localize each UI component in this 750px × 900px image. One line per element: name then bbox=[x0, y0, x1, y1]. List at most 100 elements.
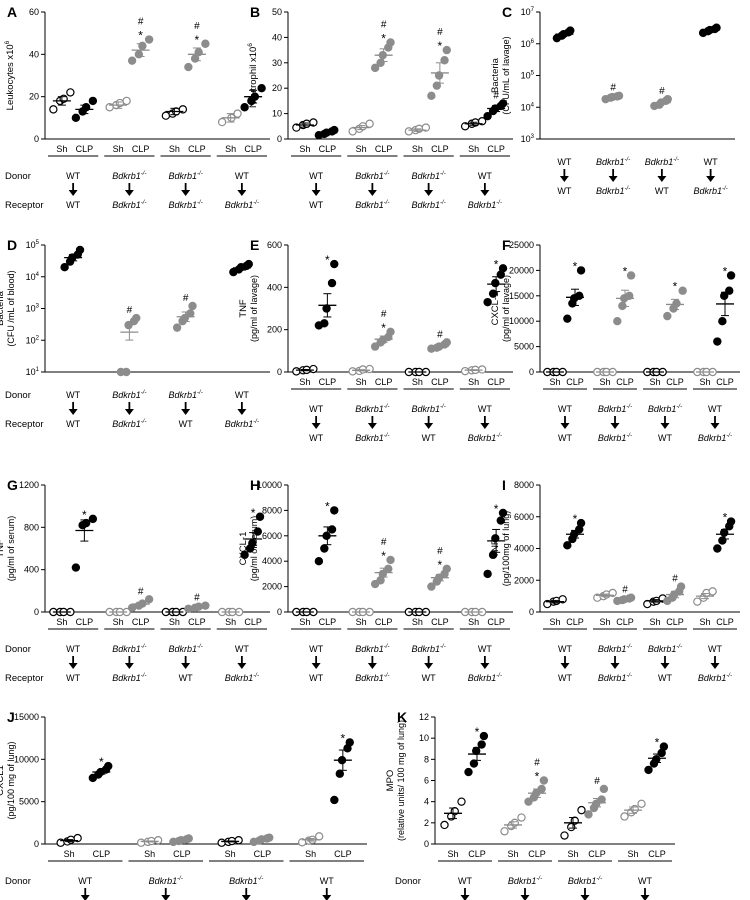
data-group bbox=[643, 594, 667, 609]
data-point bbox=[320, 319, 329, 328]
data-group: *# bbox=[370, 309, 395, 351]
data-group: *# bbox=[427, 27, 451, 101]
clp-label: CLP bbox=[487, 377, 505, 387]
significance-hash: # bbox=[534, 758, 540, 769]
group-label-bdkrb1: Bdkrb1-/- bbox=[355, 644, 389, 654]
group-label-bdkrb1: Bdkrb1-/- bbox=[112, 200, 146, 210]
significance-star: * bbox=[655, 736, 660, 750]
group-label-bdkrb1: Bdkrb1-/- bbox=[645, 157, 679, 167]
significance-star: * bbox=[573, 259, 578, 273]
bdkrb1-name: Bdkrb1 bbox=[355, 644, 384, 654]
y-tick-label: 30 bbox=[272, 58, 282, 68]
bdkrb1-name: Bdkrb1 bbox=[355, 171, 384, 181]
data-group: *# bbox=[524, 758, 549, 806]
group-label-wt: WT bbox=[309, 200, 323, 210]
y-tick-label: 20000 bbox=[509, 265, 534, 275]
clp-label: CLP bbox=[666, 377, 684, 387]
bdkrb1-superscript: -/- bbox=[676, 404, 682, 410]
group-label-wt: WT bbox=[708, 644, 722, 654]
bdkrb1-name: Bdkrb1 bbox=[645, 157, 674, 167]
panel-letter: D bbox=[7, 237, 17, 253]
data-point bbox=[66, 88, 75, 97]
tick-exponent: 1 bbox=[36, 367, 40, 373]
bdkrb1-name: Bdkrb1 bbox=[225, 673, 254, 683]
y-tick-label: 104 bbox=[26, 272, 40, 282]
significance-star: * bbox=[723, 264, 728, 278]
data-point bbox=[71, 113, 81, 123]
group-label-bdkrb1: Bdkrb1-/- bbox=[169, 644, 203, 654]
significance-star: * bbox=[438, 558, 443, 572]
group-label-bdkrb1: Bdkrb1-/- bbox=[229, 876, 263, 886]
data-point bbox=[376, 58, 385, 68]
data-point bbox=[370, 342, 380, 351]
sham-label: Sh bbox=[699, 377, 710, 387]
data-group bbox=[217, 607, 244, 617]
y-tick-label: 5000 bbox=[514, 342, 534, 352]
y-tick-label: 0 bbox=[34, 839, 39, 849]
bdkrb1-superscript: -/- bbox=[253, 200, 259, 206]
bdkrb1-superscript: -/- bbox=[726, 433, 732, 439]
arrow-head bbox=[237, 409, 247, 415]
arrow-head bbox=[480, 423, 490, 429]
data-group bbox=[49, 88, 75, 114]
group-label-bdkrb1: Bdkrb1-/- bbox=[468, 673, 502, 683]
group-label-bdkrb1: Bdkrb1-/- bbox=[412, 200, 446, 210]
data-group bbox=[49, 607, 75, 617]
tick-exponent: 2 bbox=[36, 335, 40, 341]
data-point bbox=[335, 769, 344, 778]
group-label-wt: WT bbox=[309, 404, 323, 414]
clp-label: CLP bbox=[431, 377, 449, 387]
data-point bbox=[663, 311, 672, 321]
group-label-bdkrb1: Bdkrb1-/- bbox=[355, 433, 389, 443]
group-label-bdkrb1: Bdkrb1-/- bbox=[112, 644, 146, 654]
bdkrb1-name: Bdkrb1 bbox=[648, 404, 677, 414]
y-label-superscript: 6 bbox=[247, 43, 254, 47]
data-point bbox=[370, 63, 380, 73]
arrow-head bbox=[181, 190, 191, 196]
bdkrb1-superscript: -/- bbox=[141, 390, 147, 396]
group-label-bdkrb1: Bdkrb1-/- bbox=[694, 186, 728, 196]
y-tick-label: 2000 bbox=[262, 582, 282, 592]
bdkrb1-name: Bdkrb1 bbox=[169, 171, 198, 181]
data-point bbox=[186, 309, 195, 318]
data-group bbox=[71, 96, 98, 123]
clp-label: CLP bbox=[528, 849, 546, 859]
panel-letter: E bbox=[250, 237, 259, 253]
y-axis-sublabel: (pg/100 mg of lung) bbox=[6, 741, 16, 819]
data-point bbox=[440, 820, 449, 830]
sham-label: Sh bbox=[649, 377, 660, 387]
arrow-head bbox=[124, 190, 134, 196]
bdkrb1-name: Bdkrb1 bbox=[225, 200, 254, 210]
significance-star: * bbox=[494, 502, 499, 516]
bdkrb1-name: Bdkrb1 bbox=[468, 200, 497, 210]
arrow-head bbox=[124, 663, 134, 669]
clp-label: CLP bbox=[319, 377, 337, 387]
y-tick-label: 0 bbox=[529, 367, 534, 377]
bdkrb1-superscript: -/- bbox=[673, 157, 679, 163]
y-tick-label: 105 bbox=[26, 240, 40, 250]
data-point bbox=[421, 123, 431, 132]
y-tick-label: 20 bbox=[272, 83, 282, 93]
bdkrb1-name: Bdkrb1 bbox=[598, 404, 627, 414]
bdkrb1-superscript: -/- bbox=[141, 200, 147, 206]
group-label-wt: WT bbox=[66, 171, 80, 181]
data-group: * bbox=[88, 755, 113, 783]
tick-exponent: 5 bbox=[531, 71, 535, 77]
data-group: * bbox=[644, 736, 669, 775]
data-point bbox=[233, 109, 242, 118]
bdkrb1-name: Bdkrb1 bbox=[568, 876, 597, 886]
group-label-wt: WT bbox=[708, 404, 722, 414]
clp-label: CLP bbox=[716, 377, 734, 387]
clp-label: CLP bbox=[375, 617, 393, 627]
x-axis-annotations: ShCLPShCLPShCLPShCLPDonorReceptorWTWTBdk… bbox=[5, 849, 364, 900]
y-tick-label: 15000 bbox=[14, 712, 39, 722]
y-tick-label: 40 bbox=[29, 49, 39, 59]
data-point bbox=[104, 761, 113, 771]
x-axis-annotations: Sh CLP Sh CLP Sh CLP Sh CLPWTWTBdkrb1-/-Bdkrb1-… bbox=[543, 617, 737, 683]
data-group bbox=[593, 588, 617, 602]
bdkrb1-name: Bdkrb1 bbox=[112, 673, 141, 683]
significance-hash: # bbox=[437, 546, 443, 557]
bdkrb1-superscript: -/- bbox=[141, 673, 147, 679]
group-label-bdkrb1: Bdkrb1-/- bbox=[355, 171, 389, 181]
